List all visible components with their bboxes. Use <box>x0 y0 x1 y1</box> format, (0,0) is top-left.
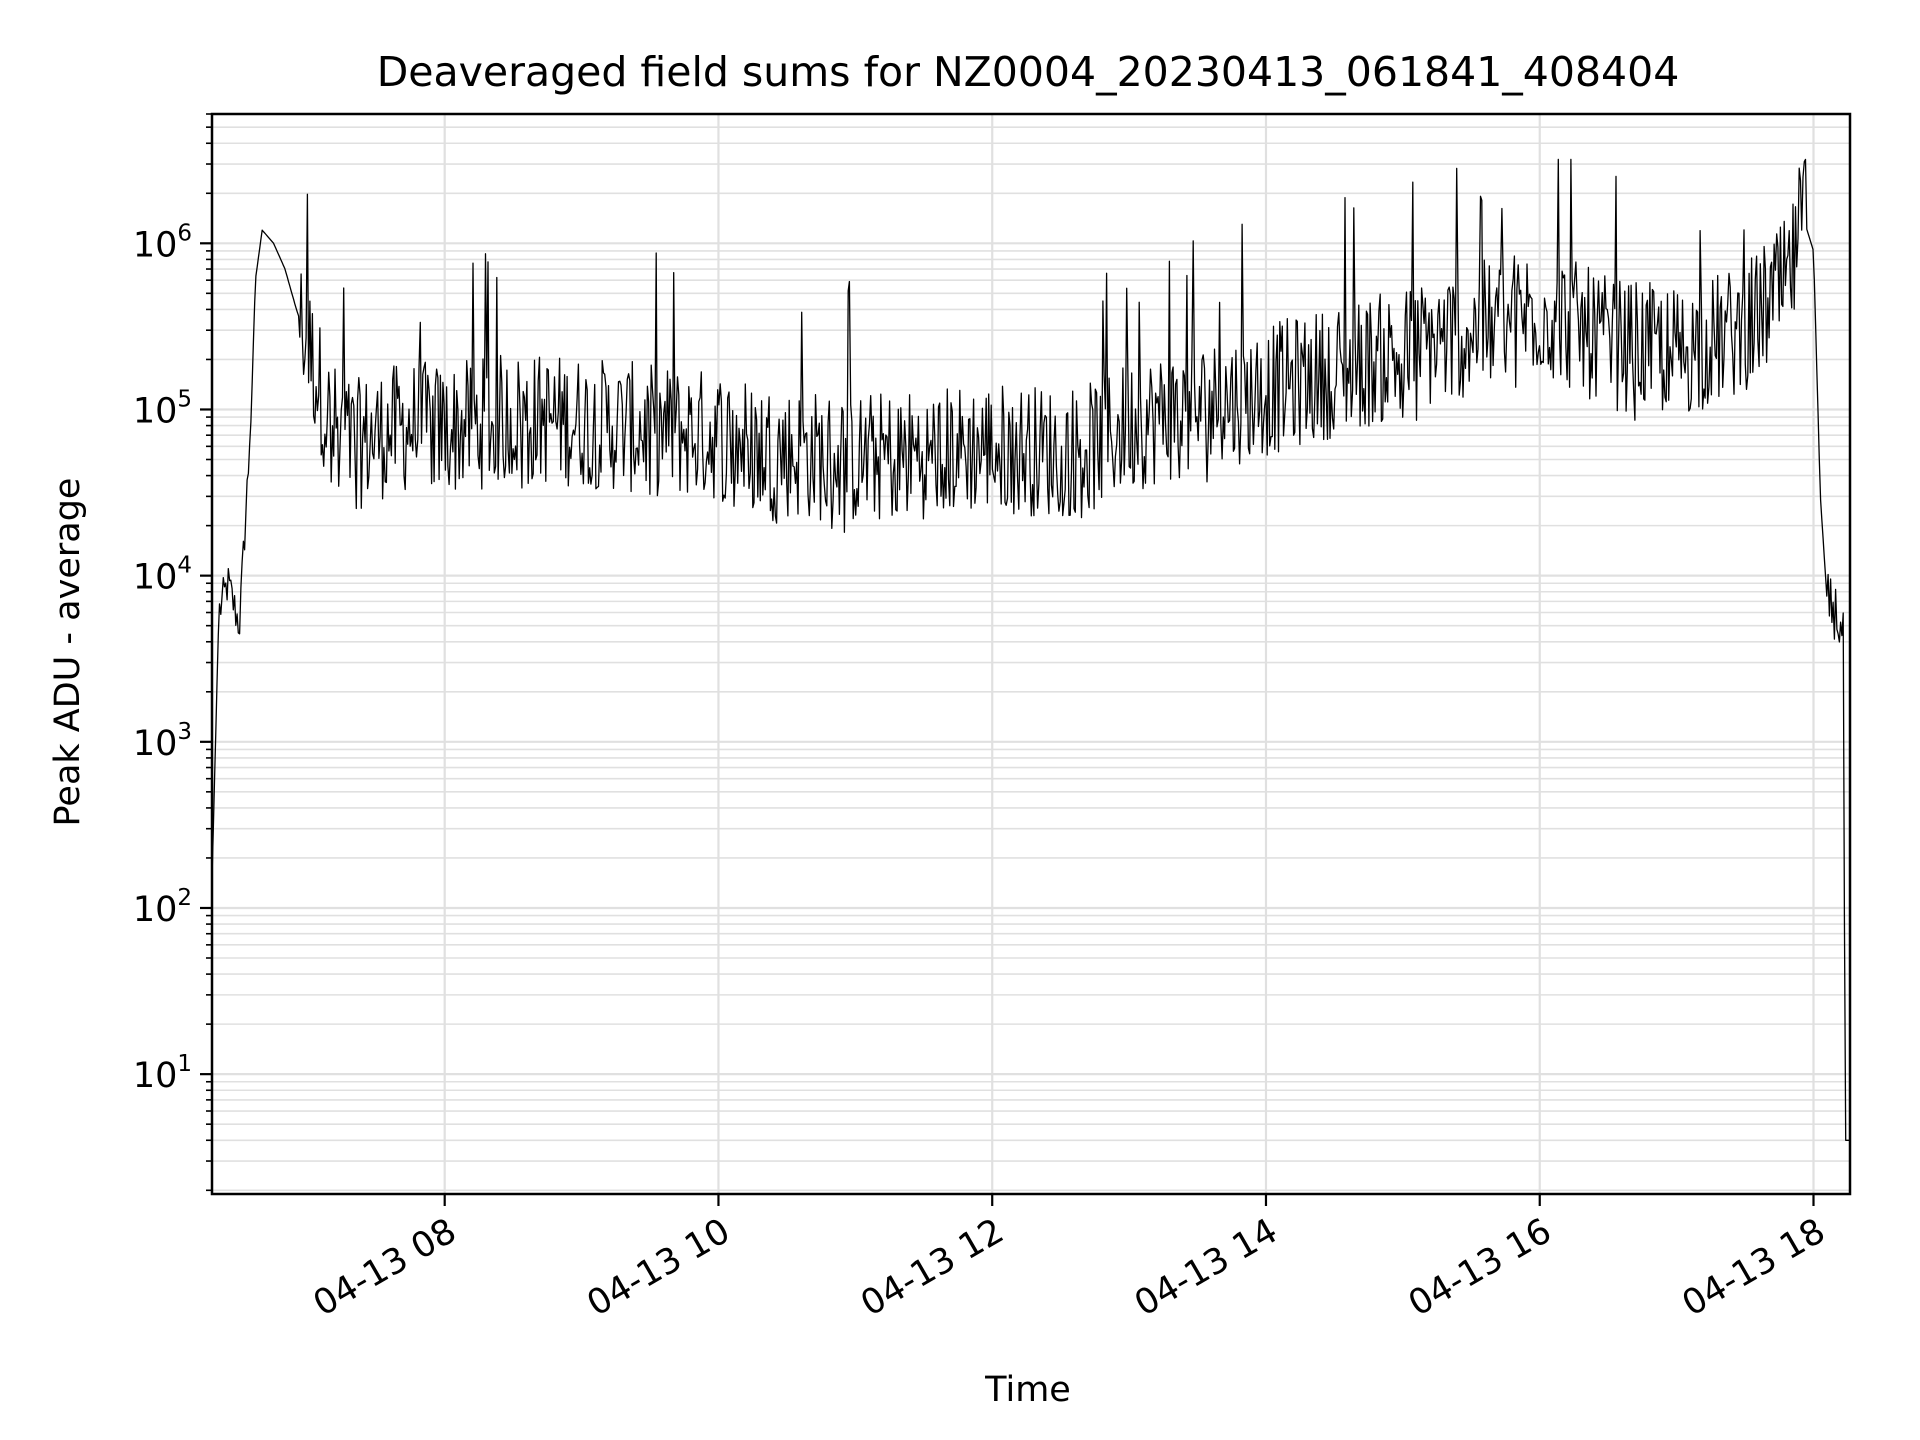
x-tick-label: 04-13 10 <box>581 1211 737 1324</box>
y-tick-label: 101 <box>133 1051 192 1096</box>
series-line <box>211 158 1850 1141</box>
y-tick-label: 106 <box>133 220 192 265</box>
x-tick-label: 04-13 08 <box>307 1211 463 1324</box>
x-tick-label: 04-13 14 <box>1128 1211 1284 1324</box>
x-tick-label: 04-13 18 <box>1676 1211 1832 1324</box>
x-axis: 04-13 08 04-13 10 04-13 12 04-13 14 04-13 16… <box>307 1194 1832 1324</box>
series-layer <box>211 158 1850 1141</box>
x-axis-label: Time <box>984 1370 1071 1410</box>
y-axis-label: Peak ADU - average <box>48 478 88 827</box>
y-tick-label: 102 <box>133 885 192 930</box>
y-axis: 101 102 103 104 105 106 <box>133 113 212 1192</box>
x-tick-label: 04-13 16 <box>1402 1211 1558 1324</box>
y-tick-label: 103 <box>133 719 192 764</box>
y-tick-label: 104 <box>133 553 192 598</box>
y-tick-label: 105 <box>133 386 192 431</box>
x-tick-label: 04-13 12 <box>854 1211 1010 1324</box>
chart-title: Deaveraged field sums for NZ0004_2023041… <box>377 48 1680 96</box>
plot-frame <box>210 112 1852 1196</box>
grid <box>212 113 1850 1194</box>
